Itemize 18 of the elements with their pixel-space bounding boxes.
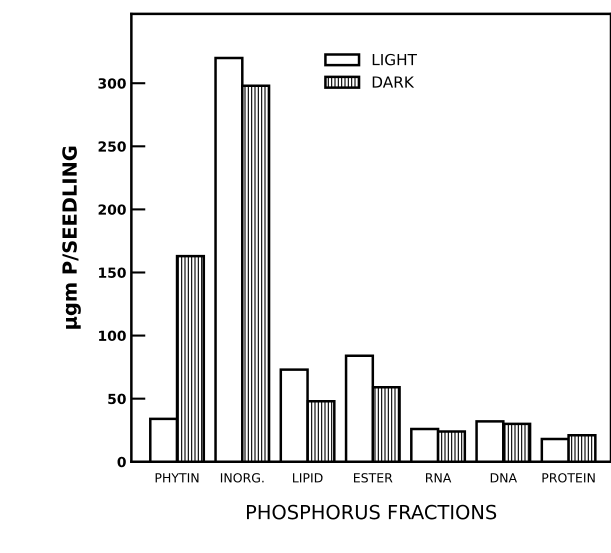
x-tick-label: DNA [490,473,517,482]
y-tick-label: 300 [98,78,126,89]
y-tick-label: 250 [98,141,126,152]
x-tick-label: PROTEIN [542,473,595,483]
y-tick-label: 200 [98,204,126,215]
x-tick-label: PHYTIN [156,473,198,482]
x-tick-label: ESTER [354,473,392,483]
legend-label: LIGHT [372,54,417,66]
x-tick-label: INORG. [220,473,264,483]
y-axis-title: µgm P/SEEDLING [62,146,81,329]
x-tick-label: RNA [426,473,452,482]
legend-label: DARK [372,76,414,88]
y-tick-label: 100 [99,330,126,342]
x-axis-title: PHOSPHORUS FRACTIONS [247,504,496,520]
y-tick-label: 150 [99,267,126,278]
y-tick-label: 50 [108,394,126,404]
y-tick-label: 0 [118,456,126,468]
x-tick-label: LIPID [293,473,323,482]
